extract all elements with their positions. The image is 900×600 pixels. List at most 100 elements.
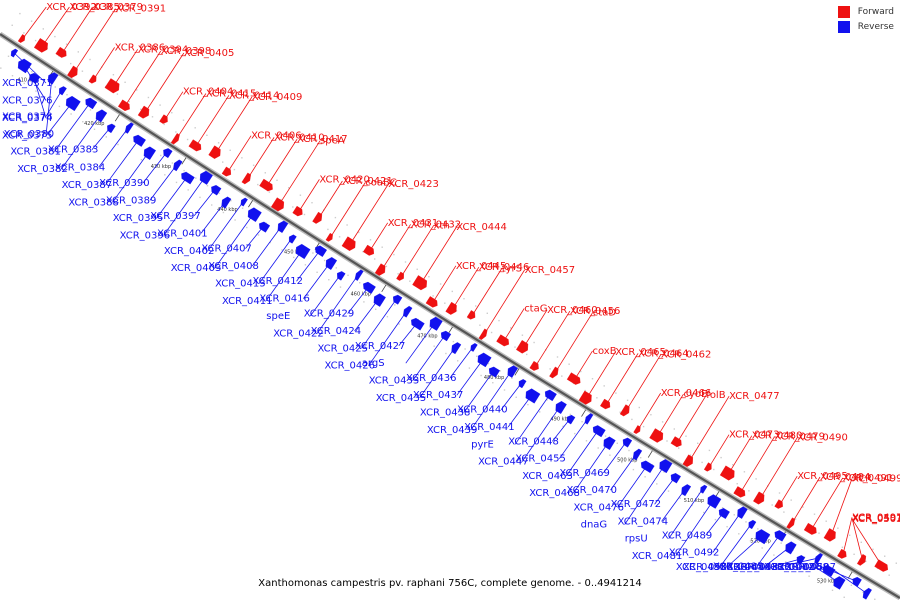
- tick-label-510-kbp: 510 kbp: [684, 498, 704, 504]
- gene-arrow: [107, 123, 116, 134]
- gene-body: [737, 506, 748, 519]
- label-leader-line: [728, 435, 753, 475]
- tick-label-460-kbp: 460 kbp: [351, 292, 371, 298]
- slot-dot: [679, 497, 681, 499]
- gene-label-xcr-0404: XCR_0404: [183, 87, 234, 98]
- slot-dot: [323, 259, 326, 262]
- slot-dot: [464, 348, 466, 350]
- label-leader-line: [763, 546, 790, 568]
- slot-dot: [785, 561, 787, 563]
- gene-body: [393, 294, 403, 305]
- gene-body: [337, 271, 346, 281]
- slot-dot: [642, 425, 645, 428]
- slot-dot: [771, 504, 773, 506]
- gene-arrow: [17, 58, 32, 74]
- label-leader-line: [266, 138, 298, 187]
- gene-arrow: [451, 342, 462, 355]
- gene-body: [295, 244, 311, 260]
- label-leader-line: [398, 323, 418, 347]
- gene-arrow: [529, 360, 539, 371]
- label-leader-line: [483, 269, 525, 336]
- slot-dot: [152, 166, 154, 168]
- gene-arrow: [633, 425, 641, 434]
- gene-arrow: [584, 413, 594, 425]
- label-leader-line: [452, 266, 480, 310]
- gene-label-xcr-0378: XCR_0378: [2, 111, 53, 122]
- slot-dot: [374, 258, 376, 260]
- gene-label-xcr-0398: XCR_0398: [161, 46, 212, 57]
- slot-dot: [615, 392, 617, 394]
- gene-body: [95, 109, 108, 123]
- label-leader-line: [605, 353, 639, 406]
- gene-body: [259, 221, 271, 233]
- slot-dot: [42, 28, 44, 30]
- label-leader-line: [124, 50, 162, 107]
- slot-dot: [171, 112, 173, 114]
- slot-dot: [241, 157, 243, 159]
- slot-dot: [457, 360, 459, 362]
- slot-dot: [187, 189, 189, 191]
- gene-body: [104, 78, 120, 94]
- label-leader-line: [369, 222, 389, 252]
- gene-arrow: [803, 522, 817, 535]
- slot-dot: [42, 78, 45, 81]
- gene-body: [600, 398, 611, 410]
- gene-arrow: [755, 529, 771, 545]
- gene-label-xcr-0386: XCR_0386: [115, 42, 166, 53]
- gene-body: [85, 97, 98, 110]
- slot-dot: [312, 252, 314, 254]
- gene-arrow: [507, 365, 519, 378]
- slot-dot: [311, 202, 313, 204]
- slot-dot: [186, 138, 189, 141]
- gene-body: [822, 564, 836, 577]
- gene-arrow: [104, 78, 120, 94]
- label-leader-line: [759, 437, 798, 500]
- gene-arrow: [622, 437, 633, 448]
- slot-dot: [794, 518, 797, 520]
- label-leader-line: [726, 535, 762, 568]
- label-leader-line: [432, 265, 457, 303]
- gene-body: [354, 269, 364, 281]
- gene-arrow: [852, 576, 862, 587]
- gene-body: [603, 436, 616, 451]
- slot-dot: [268, 191, 271, 193]
- gene-arrow: [470, 343, 478, 352]
- gene-label-xcr-0444: XCR_0444: [456, 222, 507, 233]
- slot-dot: [124, 132, 127, 134]
- slot-dot: [257, 183, 259, 186]
- slot-dot: [363, 301, 365, 303]
- gene-arrow: [566, 372, 581, 385]
- slot-dot: [802, 506, 804, 508]
- slot-dot: [713, 468, 715, 471]
- label-leader-line: [381, 224, 411, 271]
- slot-dot: [895, 562, 897, 564]
- gene-label-xcr-0448: XCR_0448: [508, 436, 559, 447]
- gene-body: [525, 388, 541, 404]
- slot-dot: [452, 340, 455, 343]
- slot-dot: [328, 279, 330, 281]
- slot-dot: [351, 293, 353, 296]
- gene-label-xcr-0411: XCR_0411: [222, 296, 273, 307]
- slot-dot: [644, 476, 646, 478]
- gene-body: [173, 159, 183, 172]
- gene-body: [774, 499, 783, 509]
- slot-dot: [663, 471, 665, 473]
- gene-body: [862, 587, 872, 600]
- slot-dot: [299, 194, 302, 196]
- label-leader-line: [657, 393, 684, 437]
- slot-dot: [421, 338, 424, 340]
- slot-dot: [89, 109, 92, 111]
- gene-label-xcr-0433: XCR_0433: [369, 376, 420, 387]
- label-leader-line: [463, 371, 494, 413]
- slot-dot: [790, 499, 792, 501]
- label-leader-line: [368, 310, 408, 366]
- legend-forward-label: Forward: [857, 7, 894, 17]
- gene-body: [470, 343, 478, 352]
- legend-forward: Forward: [837, 6, 894, 18]
- slot-dot: [432, 295, 434, 297]
- gene-label-xcr-0388: XCR_0388: [68, 197, 119, 208]
- slot-dot: [780, 542, 782, 544]
- gene-body: [403, 305, 413, 318]
- gene-body: [566, 414, 576, 425]
- gene-arrow: [441, 330, 452, 342]
